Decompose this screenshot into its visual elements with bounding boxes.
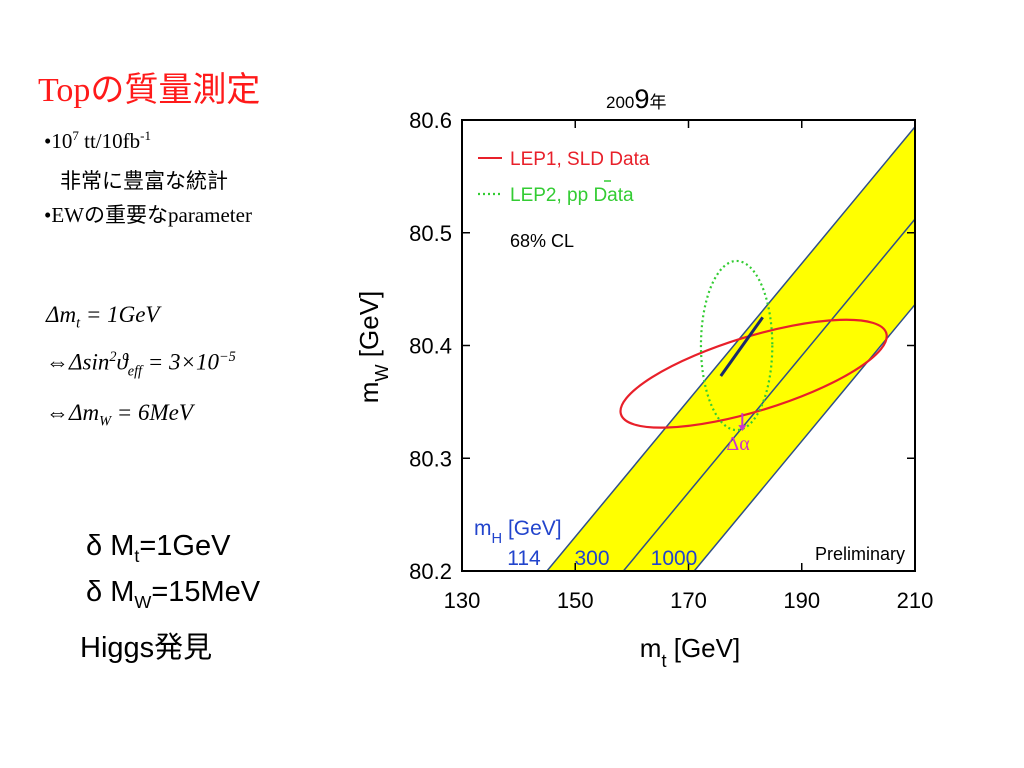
higgs-label: mH [GeV] [474, 517, 562, 547]
data-layer [619, 259, 888, 432]
higgs-mass-300: 300 [574, 547, 609, 570]
legend-lep1-label: LEP1, SLD Data [510, 149, 650, 170]
x-tick-label-190: 190 [783, 588, 820, 613]
higgs-line-114 [546, 125, 915, 571]
higgs-line-300 [622, 217, 915, 571]
y-tick-label-1: 80.3 [409, 446, 452, 471]
x-axis-label: mt [GeV] [640, 633, 740, 671]
higgs-line-1000 [693, 303, 915, 571]
bullet-ew-parameter: •EWの重要なparameter [44, 203, 252, 227]
y-tick-label-2: 80.4 [409, 334, 452, 359]
preliminary-label: Preliminary [815, 544, 905, 564]
y-tick-label-0: 80.2 [409, 559, 452, 584]
bullet-statistics-note: 非常に豊富な統計 [60, 170, 228, 193]
chart-text: 130 150 170 190 210 80.2 80.3 80.4 80.5 80.6 mt [G… [354, 83, 933, 671]
legend-lep2-label: LEP2, pp Data [510, 185, 634, 206]
summary-delta-mt: δ Mt=1GeV [86, 530, 231, 566]
slide-title: Topの質量測定 [38, 72, 261, 109]
bullet-statistics: •107 tt/10fb-1 [44, 128, 151, 153]
x-tick-label-130: 130 [444, 588, 481, 613]
equation-delta-sin2theta: ⇔Δsin2ϑeff = 3×10−5 [46, 349, 236, 380]
higgs-mass-114: 114 [507, 547, 541, 570]
cl-label: 68% CL [510, 231, 574, 251]
summary-higgs-discovery: Higgs発見 [80, 632, 213, 664]
higgs-band [546, 125, 915, 571]
higgs-mass-1000: 1000 [651, 547, 698, 570]
delta-alpha-arrowhead [738, 425, 747, 432]
lep1-ellipse [619, 318, 888, 429]
summary-delta-mw: δ MW=15MeV [86, 576, 261, 612]
y-axis-label: mW [GeV] [354, 291, 392, 404]
lep2-ellipse [699, 259, 774, 432]
sm-prediction-segment [719, 316, 764, 377]
y-tick-label-4: 80.6 [409, 108, 452, 133]
y-tick-label-3: 80.5 [409, 221, 452, 246]
delta-alpha-label: Δα [726, 433, 750, 455]
axis-ticks [461, 119, 916, 572]
x-tick-label-170: 170 [670, 588, 707, 613]
year-label: 2009年 [606, 83, 667, 114]
x-tick-label-150: 150 [557, 588, 594, 613]
x-tick-label-210: 210 [897, 588, 934, 613]
equation-delta-mw: ⇔ΔmW = 6MeV [46, 400, 193, 430]
equation-delta-mt: Δmt = 1GeV [46, 302, 160, 332]
